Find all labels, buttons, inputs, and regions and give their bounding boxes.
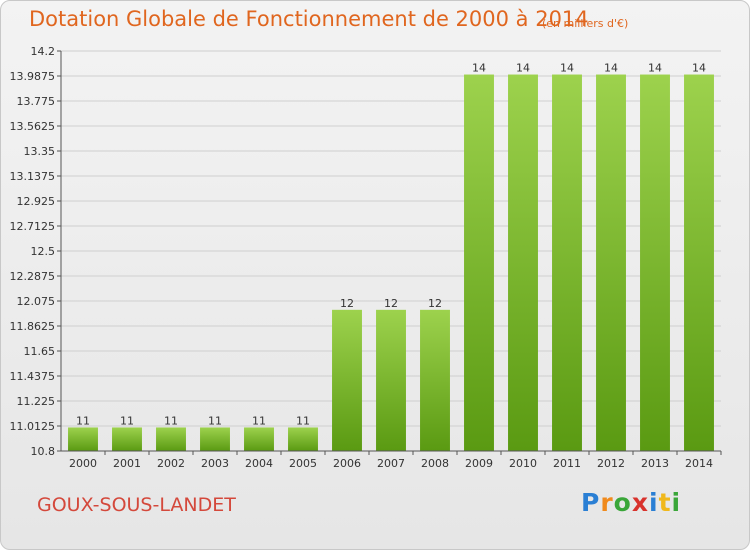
- commune-name: GOUX-SOUS-LANDET: [37, 494, 236, 516]
- logo-letter: o: [613, 488, 632, 517]
- y-tick-label: 13.9875: [10, 70, 56, 83]
- x-tick-label: 2002: [157, 457, 185, 470]
- bar: [288, 427, 318, 451]
- bar-value-label: 11: [164, 414, 178, 427]
- y-tick-label: 12.2875: [10, 270, 56, 283]
- x-tick-label: 2011: [553, 457, 581, 470]
- y-tick-label: 13.1375: [10, 170, 56, 183]
- x-tick-label: 2004: [245, 457, 273, 470]
- y-tick-label: 11.8625: [10, 320, 56, 333]
- y-tick-label: 12.925: [17, 195, 56, 208]
- y-tick-label: 14.2: [31, 45, 56, 58]
- y-tick-label: 13.5625: [10, 120, 56, 133]
- bar-value-label: 14: [692, 62, 706, 75]
- y-tick-label: 13.35: [24, 145, 56, 158]
- bar: [552, 74, 582, 451]
- bar: [68, 427, 98, 451]
- bar-value-label: 14: [472, 62, 486, 75]
- bar: [596, 74, 626, 451]
- bar: [464, 74, 494, 451]
- bar: [156, 427, 186, 451]
- bar-value-label: 14: [604, 62, 618, 75]
- logo-letter: t: [658, 488, 672, 517]
- bar: [244, 427, 274, 451]
- proxiti-logo: Proxiti: [581, 488, 681, 517]
- y-tick-label: 12.075: [17, 295, 56, 308]
- y-tick-label: 11.65: [24, 345, 56, 358]
- bar-value-label: 14: [648, 62, 662, 75]
- bar-value-label: 12: [428, 297, 442, 310]
- x-tick-label: 2010: [509, 457, 537, 470]
- y-tick-label: 13.775: [17, 95, 56, 108]
- x-tick-label: 2005: [289, 457, 317, 470]
- bar: [200, 427, 230, 451]
- bar: [508, 74, 538, 451]
- y-tick-label: 11.0125: [10, 420, 56, 433]
- bar: [640, 74, 670, 451]
- logo-letter: x: [631, 488, 649, 517]
- bar-value-label: 11: [208, 414, 222, 427]
- bar: [112, 427, 142, 451]
- bar-value-label: 14: [516, 62, 530, 75]
- x-tick-label: 2012: [597, 457, 625, 470]
- x-tick-label: 2001: [113, 457, 141, 470]
- bar-value-label: 11: [76, 414, 90, 427]
- chart-unit: (en milliers d'€): [542, 17, 629, 30]
- x-tick-label: 2003: [201, 457, 229, 470]
- logo-letter: P: [581, 488, 601, 517]
- logo-letter: i: [671, 488, 682, 517]
- bar-value-label: 11: [252, 414, 266, 427]
- bar: [376, 309, 406, 451]
- bar-value-label: 11: [120, 414, 134, 427]
- bar-value-label: 14: [560, 62, 574, 75]
- bar-value-label: 12: [340, 297, 354, 310]
- y-tick-label: 11.4375: [10, 370, 56, 383]
- y-tick-label: 12.5: [31, 245, 56, 258]
- logo-letter: i: [649, 488, 659, 517]
- bar-value-label: 12: [384, 297, 398, 310]
- bar: [332, 309, 362, 451]
- x-tick-label: 2007: [377, 457, 405, 470]
- x-tick-label: 2000: [69, 457, 97, 470]
- y-tick-label: 12.7125: [10, 220, 56, 233]
- bar-value-label: 11: [296, 414, 310, 427]
- x-tick-label: 2008: [421, 457, 449, 470]
- y-tick-label: 11.225: [17, 395, 56, 408]
- bar: [420, 309, 450, 451]
- logo-letter: r: [600, 488, 614, 517]
- chart-title: Dotation Globale de Fonctionnement de 20…: [29, 7, 589, 31]
- bar: [684, 74, 714, 451]
- x-tick-label: 2014: [685, 457, 713, 470]
- x-tick-label: 2006: [333, 457, 361, 470]
- y-tick-label: 10.8: [31, 445, 56, 458]
- x-tick-label: 2009: [465, 457, 493, 470]
- x-tick-label: 2013: [641, 457, 669, 470]
